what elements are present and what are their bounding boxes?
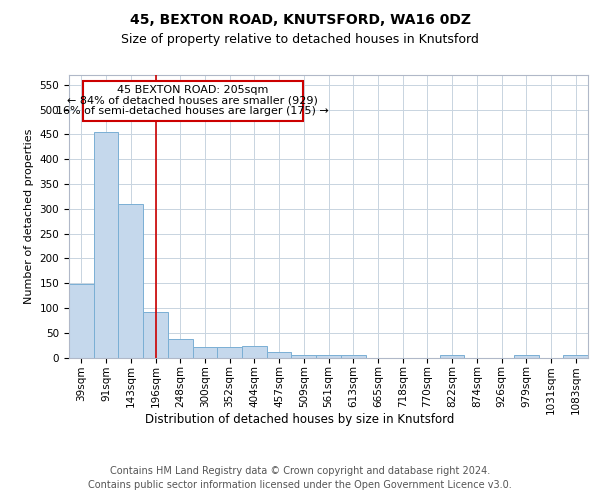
Text: ← 84% of detached houses are smaller (929): ← 84% of detached houses are smaller (92… — [67, 96, 318, 106]
Text: Size of property relative to detached houses in Knutsford: Size of property relative to detached ho… — [121, 32, 479, 46]
Bar — [143, 312, 168, 358]
Bar — [267, 352, 292, 358]
Bar — [69, 284, 94, 358]
Bar — [168, 338, 193, 357]
Bar — [193, 346, 217, 358]
Bar — [563, 355, 588, 358]
Bar — [316, 354, 341, 358]
Text: Contains HM Land Registry data © Crown copyright and database right 2024.
Contai: Contains HM Land Registry data © Crown c… — [88, 466, 512, 490]
Bar — [94, 132, 118, 358]
Text: 45, BEXTON ROAD, KNUTSFORD, WA16 0DZ: 45, BEXTON ROAD, KNUTSFORD, WA16 0DZ — [130, 12, 470, 26]
Bar — [242, 346, 267, 358]
Bar — [514, 355, 539, 358]
Y-axis label: Number of detached properties: Number of detached properties — [24, 128, 34, 304]
FancyBboxPatch shape — [83, 81, 302, 120]
Bar — [440, 355, 464, 358]
Bar — [217, 346, 242, 358]
Text: Distribution of detached houses by size in Knutsford: Distribution of detached houses by size … — [145, 412, 455, 426]
Text: 16% of semi-detached houses are larger (175) →: 16% of semi-detached houses are larger (… — [56, 106, 329, 116]
Bar — [118, 204, 143, 358]
Text: 45 BEXTON ROAD: 205sqm: 45 BEXTON ROAD: 205sqm — [117, 86, 268, 96]
Bar — [292, 355, 316, 358]
Bar — [341, 355, 365, 358]
